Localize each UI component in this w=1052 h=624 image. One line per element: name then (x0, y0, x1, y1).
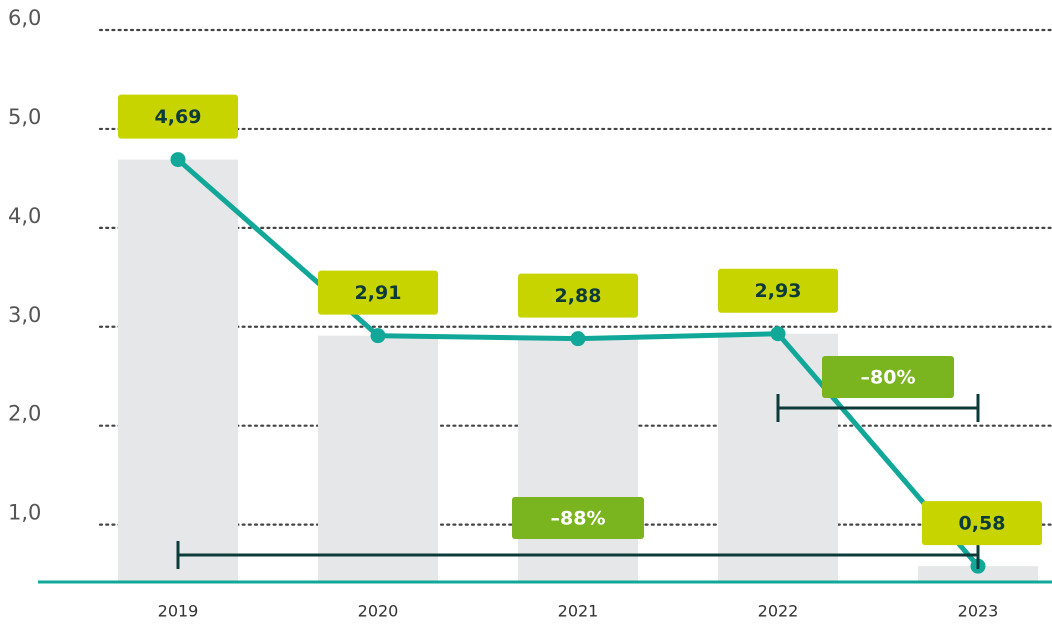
bracket (176, 541, 980, 569)
x-tick-label: 2021 (558, 602, 599, 621)
bracket (776, 394, 980, 422)
x-tick-label: 2023 (958, 602, 999, 621)
value-label: 4,69 (155, 106, 202, 128)
x-tick-label: 2022 (758, 602, 799, 621)
bar (718, 333, 838, 582)
value-label: 2,91 (355, 282, 402, 304)
y-tick-label: 3,0 (8, 303, 41, 327)
value-label-box (518, 273, 638, 318)
point (570, 331, 586, 347)
y-tick-label: 4,0 (8, 204, 41, 228)
value-label-box (718, 268, 838, 313)
value-label: 2,88 (555, 285, 602, 307)
x-tick-label: 2020 (358, 602, 399, 621)
y-tick-label: 1,0 (8, 501, 41, 525)
annotation-label: –80% (861, 367, 916, 389)
bar (518, 338, 638, 582)
annotation-label: –88% (551, 508, 606, 530)
bar (318, 335, 438, 582)
annotation-box (822, 356, 954, 398)
point (370, 328, 386, 344)
value-label: 0,58 (959, 513, 1006, 535)
y-tick-label: 5,0 (8, 105, 41, 129)
y-tick-label: 2,0 (8, 402, 41, 426)
annotation-box (512, 497, 644, 539)
y-tick-label: 6,0 (8, 6, 41, 30)
value-label-box (318, 270, 438, 315)
bar (118, 159, 238, 582)
bar (918, 566, 1038, 582)
x-tick-label: 2019 (158, 602, 199, 621)
point (770, 326, 786, 342)
value-label-box (922, 501, 1042, 546)
point (170, 152, 186, 168)
value-label-box (118, 94, 238, 139)
value-label: 2,93 (755, 280, 802, 302)
